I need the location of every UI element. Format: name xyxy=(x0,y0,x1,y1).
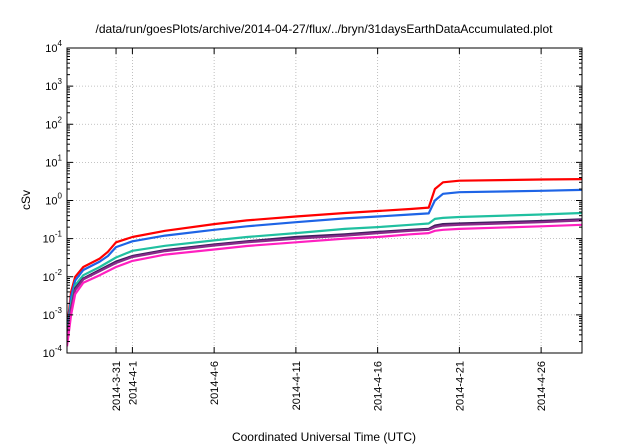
x-axis: 2014-3-31 2014-4-1 2014-4-6 2014-4-11 2014-4… xyxy=(111,48,548,411)
x-tick-label: 2014-4-16 xyxy=(373,361,385,411)
grid xyxy=(67,48,582,353)
series-line-2 xyxy=(67,188,582,335)
y-tick-label: 101 xyxy=(45,153,62,169)
series-line-3 xyxy=(67,211,582,338)
y-tick-label: 10-1 xyxy=(43,230,63,246)
y-tick-label: 103 xyxy=(45,77,62,93)
plot-frame xyxy=(66,47,583,354)
x-tick-label: 2014-4-21 xyxy=(454,361,466,411)
x-tick-label: 2014-4-26 xyxy=(536,361,548,411)
y-tick-label: 10-4 xyxy=(43,344,63,360)
x-tick-label: 2014-3-31 xyxy=(111,361,123,411)
y-tick-label: 104 xyxy=(45,39,62,55)
y-axis: 10-4 10-3 10-2 10-1 100 101 102 103 104 xyxy=(43,39,582,360)
y-tick-label: 10-3 xyxy=(43,306,63,322)
series-group xyxy=(67,178,582,347)
x-tick-label: 2014-4-1 xyxy=(127,361,139,405)
x-tick-label: 2014-4-11 xyxy=(291,361,303,410)
y-tick-label: 10-2 xyxy=(43,268,63,284)
y-tick-label: 100 xyxy=(45,192,62,208)
chart-title: /data/run/goesPlots/archive/2014-04-27/f… xyxy=(96,22,554,36)
y-axis-label: cSv xyxy=(19,190,33,210)
x-axis-label: Coordinated Universal Time (UTC) xyxy=(232,430,416,444)
series-line-1 xyxy=(67,178,582,331)
series-line-6 xyxy=(67,223,582,347)
y-tick-label: 102 xyxy=(45,115,62,131)
x-tick-label: 2014-4-6 xyxy=(209,361,221,405)
series-line-5 xyxy=(67,219,582,342)
